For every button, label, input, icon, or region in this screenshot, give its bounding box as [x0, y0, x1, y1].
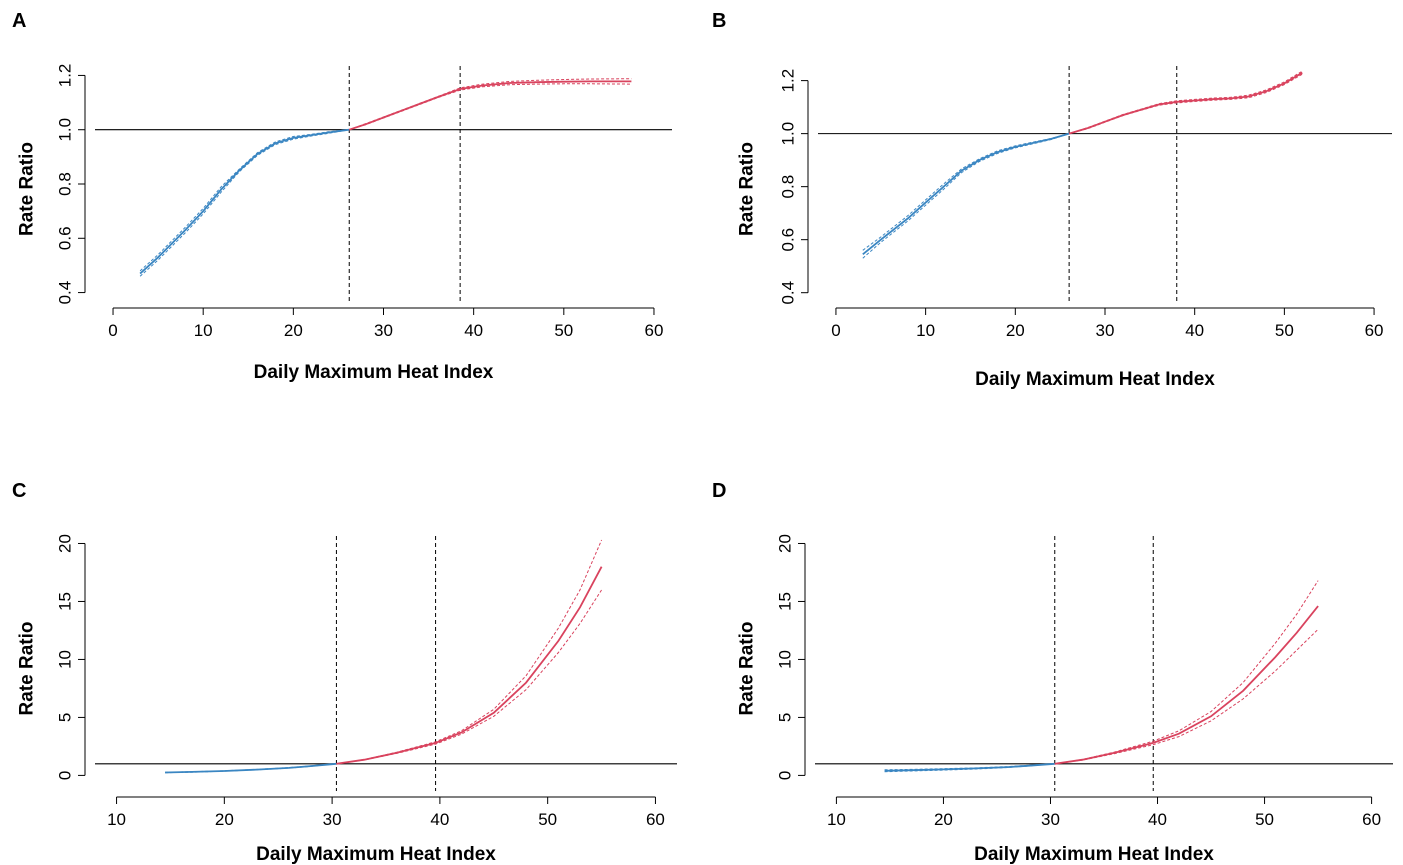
x-tick-label: 60 — [645, 321, 664, 340]
x-tick-label: 40 — [1185, 321, 1204, 340]
chart-d: D 10 20 30 40 50 60 0 5 10 15 20 Daily Maximum Heat … — [712, 480, 1393, 865]
y-tick-label: 1.0 — [56, 118, 75, 142]
y-axis-title: Rate Ratio — [17, 622, 38, 716]
y-tick-label: 0.8 — [779, 175, 798, 199]
x-tick-label: 10 — [194, 321, 213, 340]
y-tick-label: 5 — [56, 713, 75, 722]
x-axis-title: Daily Maximum Heat Index — [254, 362, 494, 383]
y-tick-label: 10 — [776, 650, 795, 669]
y-tick-label: 5 — [776, 713, 795, 722]
hot-ci-upper — [349, 78, 632, 131]
y-tick-label: 1.2 — [56, 64, 75, 88]
hot-ci-lower — [349, 83, 632, 131]
hot-ci-lower — [336, 589, 603, 765]
cold-series-line — [139, 128, 350, 275]
panel-label: D — [712, 480, 726, 502]
cold-series-line — [862, 132, 1070, 255]
hot-series-line — [1054, 605, 1319, 765]
y-tick-label: 0.6 — [779, 228, 798, 252]
panel-b: B 0 10 20 30 40 50 60 0.4 0.6 0.8 1.0 1.2 Daily Maxim… — [700, 0, 1403, 432]
x-tick-label: 0 — [108, 321, 117, 340]
hot-ci-lower — [1068, 73, 1303, 135]
y-axis-title: Rate Ratio — [737, 142, 758, 236]
panel-label: C — [12, 480, 26, 502]
panel-c: C 10 20 30 40 50 60 0 5 10 15 20 Daily Maximum Heat … — [0, 432, 700, 865]
chart-a: A 0 10 20 30 40 50 60 0.4 0.6 0.8 1.0 1.2 Daily Maxim… — [12, 10, 672, 383]
cold-ci-upper — [862, 133, 1070, 251]
x-tick-label: 0 — [831, 321, 840, 340]
x-axis-title: Daily Maximum Heat Index — [975, 369, 1215, 390]
x-tick-label: 50 — [554, 321, 573, 340]
x-tick-label: 10 — [827, 810, 846, 829]
x-tick-label: 50 — [1255, 810, 1274, 829]
x-tick-label: 40 — [464, 321, 483, 340]
chart-c: C 10 20 30 40 50 60 0 5 10 15 20 Daily Maximum Heat … — [12, 480, 677, 865]
x-tick-label: 30 — [323, 810, 342, 829]
x-axis-title: Daily Maximum Heat Index — [974, 844, 1214, 865]
hot-series-line — [1068, 71, 1303, 135]
y-tick-label: 1.0 — [779, 122, 798, 146]
panel-a: A 0 10 20 30 40 50 60 0.4 0.6 0.8 1.0 1.2 Daily Maxim… — [0, 0, 700, 432]
cold-series-line — [884, 762, 1055, 772]
x-tick-label: 20 — [1006, 321, 1025, 340]
x-tick-label: 30 — [374, 321, 393, 340]
cold-ci-lower — [139, 129, 350, 277]
x-tick-label: 60 — [646, 810, 665, 829]
x-tick-label: 10 — [916, 321, 935, 340]
hot-series-line — [336, 566, 603, 765]
cold-ci-upper — [139, 129, 350, 272]
cold-ci-lower — [862, 133, 1070, 259]
x-tick-label: 30 — [1096, 321, 1115, 340]
panel-label: A — [12, 10, 26, 32]
y-tick-label: 0.4 — [56, 281, 75, 305]
x-axis-title: Daily Maximum Heat Index — [256, 844, 496, 865]
x-tick-label: 30 — [1041, 810, 1060, 829]
x-tick-label: 20 — [215, 810, 234, 829]
y-axis-title: Rate Ratio — [17, 142, 38, 236]
y-tick-label: 0 — [56, 771, 75, 780]
y-tick-label: 10 — [56, 650, 75, 669]
y-tick-label: 15 — [776, 592, 795, 611]
panel-label: B — [712, 10, 726, 32]
x-tick-label: 40 — [1148, 810, 1167, 829]
chart-b: B 0 10 20 30 40 50 60 0.4 0.6 0.8 1.0 1.2 Daily Maxim… — [712, 10, 1392, 390]
y-tick-label: 0.6 — [56, 226, 75, 250]
y-tick-label: 0 — [776, 771, 795, 780]
y-tick-label: 1.2 — [779, 69, 798, 93]
y-tick-label: 20 — [776, 534, 795, 553]
x-tick-label: 40 — [430, 810, 449, 829]
x-tick-label: 60 — [1362, 810, 1381, 829]
y-axis-title: Rate Ratio — [737, 622, 758, 716]
x-tick-label: 10 — [107, 810, 126, 829]
y-tick-label: 15 — [56, 592, 75, 611]
x-tick-label: 50 — [538, 810, 557, 829]
x-tick-label: 60 — [1365, 321, 1384, 340]
y-tick-label: 0.4 — [779, 281, 798, 305]
cold-series-line — [165, 762, 337, 774]
cold-ci-upper — [165, 763, 337, 773]
x-tick-label: 20 — [934, 810, 953, 829]
y-tick-label: 0.8 — [56, 172, 75, 196]
x-tick-label: 50 — [1275, 321, 1294, 340]
y-tick-label: 20 — [56, 534, 75, 553]
hot-series-line — [348, 80, 632, 131]
hot-ci-lower — [1054, 628, 1319, 765]
x-tick-label: 20 — [284, 321, 303, 340]
hot-ci-upper — [1054, 580, 1319, 765]
panel-d: D 10 20 30 40 50 60 0 5 10 15 20 Daily Maximum Heat … — [700, 432, 1403, 865]
